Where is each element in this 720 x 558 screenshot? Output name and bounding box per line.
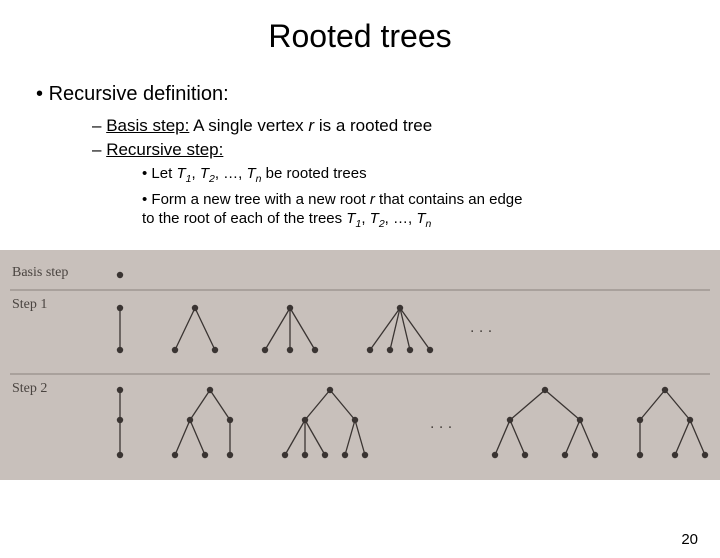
text-span: A single vertex — [189, 116, 308, 135]
svg-text:. . .: . . . — [430, 415, 452, 432]
content-area: Recursive definition: Basis step: A sing… — [0, 83, 720, 232]
svg-text:Step 1: Step 1 — [12, 297, 47, 312]
page-title: Rooted trees — [0, 18, 720, 55]
var-T: T — [200, 165, 209, 182]
recursive-step-label: Recursive step: — [106, 140, 223, 159]
var-r: r — [370, 191, 379, 208]
var-T: T — [370, 210, 379, 227]
bullet-3a: Let T1, T2, …, Tn be rooted trees — [142, 164, 690, 187]
text-span: Let — [151, 165, 176, 182]
bullet-2b: Recursive step: — [92, 140, 690, 160]
svg-text:Basis step: Basis step — [12, 265, 68, 280]
text-span: , — [361, 210, 369, 227]
text-span: is a rooted tree — [314, 116, 432, 135]
bullet-1: Recursive definition: — [36, 83, 690, 106]
bullet-2a: Basis step: A single vertex r is a roote… — [92, 116, 690, 136]
var-T: T — [176, 165, 185, 182]
bullet-3b: Form a new tree with a new root r that c… — [142, 190, 690, 232]
tree-svg: Basis step Step 1 Step 2 . . . . . . — [0, 250, 720, 480]
text-span: be rooted trees — [262, 165, 367, 182]
sub-n: n — [426, 218, 432, 230]
basis-step-label: Basis step: — [106, 116, 189, 135]
text-span: , — [191, 165, 199, 182]
text-span: to the root of each of the trees — [142, 210, 346, 227]
text-span: , …, — [385, 210, 417, 227]
tree-figure: Basis step Step 1 Step 2 . . . . . . — [0, 250, 720, 480]
svg-text:. . .: . . . — [470, 319, 492, 336]
text-span: that contains an edge — [379, 191, 522, 208]
text-span: Form a new tree with a new root — [151, 191, 369, 208]
svg-text:Step 2: Step 2 — [12, 381, 47, 396]
text-span: , …, — [215, 165, 247, 182]
var-T: T — [416, 210, 425, 227]
var-T: T — [247, 165, 256, 182]
